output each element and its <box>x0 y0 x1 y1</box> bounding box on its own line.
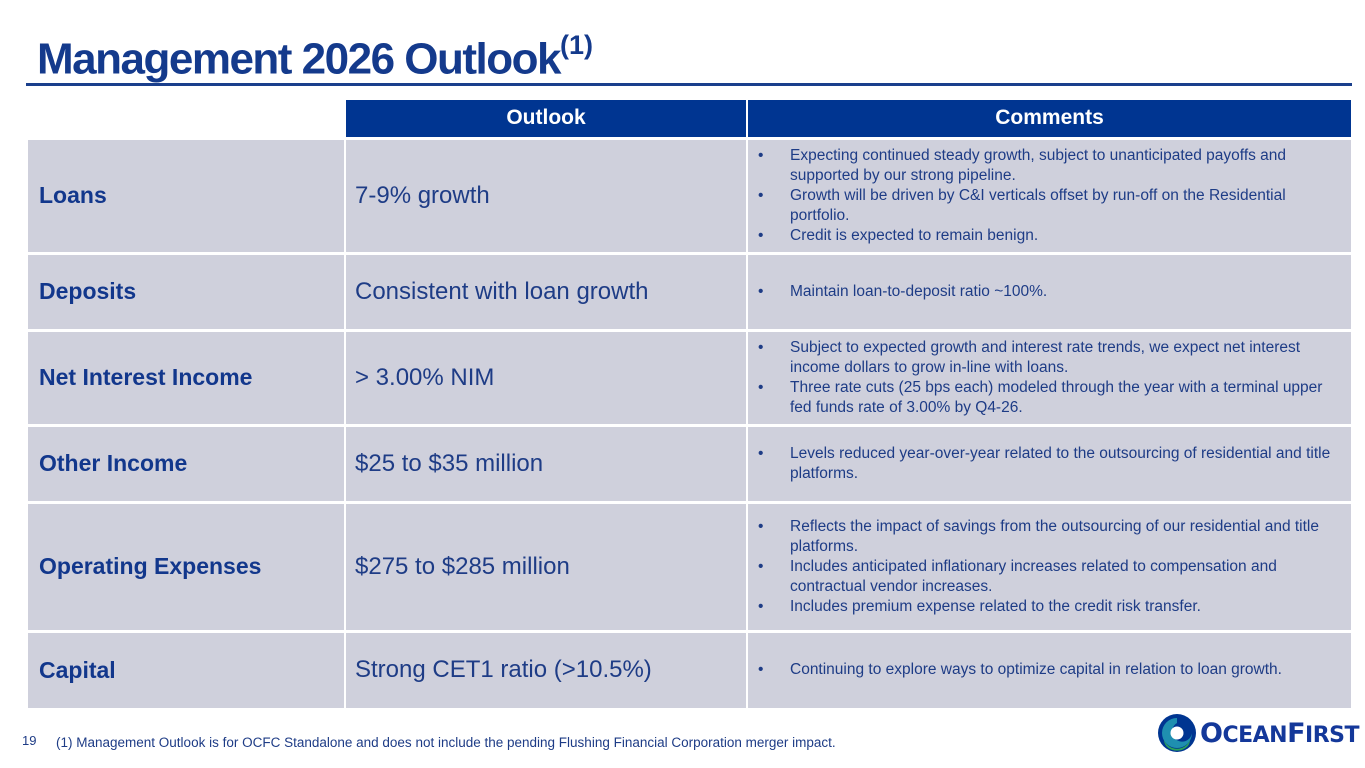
row-outlook: Consistent with loan growth <box>344 251 747 330</box>
comment-bullet: Continuing to explore ways to optimize c… <box>758 660 1343 680</box>
comment-bullet: Includes premium expense related to the … <box>758 597 1343 617</box>
title-divider <box>26 83 1352 86</box>
title-footnote-marker: (1) <box>559 30 593 60</box>
row-comments: Reflects the impact of savings from the … <box>746 500 1351 631</box>
row-category: Loans <box>28 136 345 253</box>
header-outlook: Outlook <box>344 100 747 138</box>
table-row-net-interest-income: Net Interest Income > 3.00% NIM Subject … <box>28 328 1351 425</box>
oceanfirst-wordmark: OCEANFIRST <box>1200 717 1360 749</box>
row-comments: Maintain loan-to-deposit ratio ~100%. <box>746 251 1351 330</box>
row-category: Net Interest Income <box>28 328 345 425</box>
comment-bullet: Credit is expected to remain benign. <box>758 226 1343 246</box>
oceanfirst-wave-icon <box>1158 714 1196 752</box>
comment-bullet: Maintain loan-to-deposit ratio ~100%. <box>758 282 1343 302</box>
comment-bullet: Includes anticipated inflationary increa… <box>758 557 1343 597</box>
table-row-deposits: Deposits Consistent with loan growth Mai… <box>28 251 1351 330</box>
row-category: Operating Expenses <box>28 500 345 631</box>
table-row-operating-expenses: Operating Expenses $275 to $285 million … <box>28 500 1351 631</box>
row-comments: Levels reduced year-over-year related to… <box>746 423 1351 502</box>
row-outlook: $25 to $35 million <box>344 423 747 502</box>
table-header-row: Outlook Comments <box>28 100 1351 138</box>
header-blank-cell <box>28 100 345 138</box>
comment-bullet: Subject to expected growth and interest … <box>758 338 1343 378</box>
comment-bullet: Levels reduced year-over-year related to… <box>758 444 1343 484</box>
oceanfirst-logo: OCEANFIRST <box>1156 712 1360 754</box>
row-outlook: > 3.00% NIM <box>344 328 747 425</box>
row-comments: Continuing to explore ways to optimize c… <box>746 629 1351 708</box>
row-category: Capital <box>28 629 345 708</box>
row-category: Deposits <box>28 251 345 330</box>
table-row-loans: Loans 7-9% growth Expecting continued st… <box>28 136 1351 253</box>
comment-bullet: Expecting continued steady growth, subje… <box>758 146 1343 186</box>
page-title: Management 2026 Outlook(1) <box>37 30 593 85</box>
page-title-text: Management 2026 Outlook <box>37 34 561 84</box>
page-number: 19 <box>22 733 37 748</box>
header-comments: Comments <box>746 100 1351 138</box>
comment-bullet: Growth will be driven by C&I verticals o… <box>758 186 1343 226</box>
row-outlook: $275 to $285 million <box>344 500 747 631</box>
row-outlook: Strong CET1 ratio (>10.5%) <box>344 629 747 708</box>
outlook-table: Outlook Comments Loans 7-9% growth Expec… <box>28 100 1351 708</box>
comment-bullet: Reflects the impact of savings from the … <box>758 517 1343 557</box>
footnote: (1) Management Outlook is for OCFC Stand… <box>56 735 836 750</box>
table-row-other-income: Other Income $25 to $35 million Levels r… <box>28 423 1351 502</box>
row-comments: Expecting continued steady growth, subje… <box>746 136 1351 253</box>
table-row-capital: Capital Strong CET1 ratio (>10.5%) Conti… <box>28 629 1351 708</box>
row-outlook: 7-9% growth <box>344 136 747 253</box>
row-category: Other Income <box>28 423 345 502</box>
comment-bullet: Three rate cuts (25 bps each) modeled th… <box>758 378 1343 418</box>
row-comments: Subject to expected growth and interest … <box>746 328 1351 425</box>
